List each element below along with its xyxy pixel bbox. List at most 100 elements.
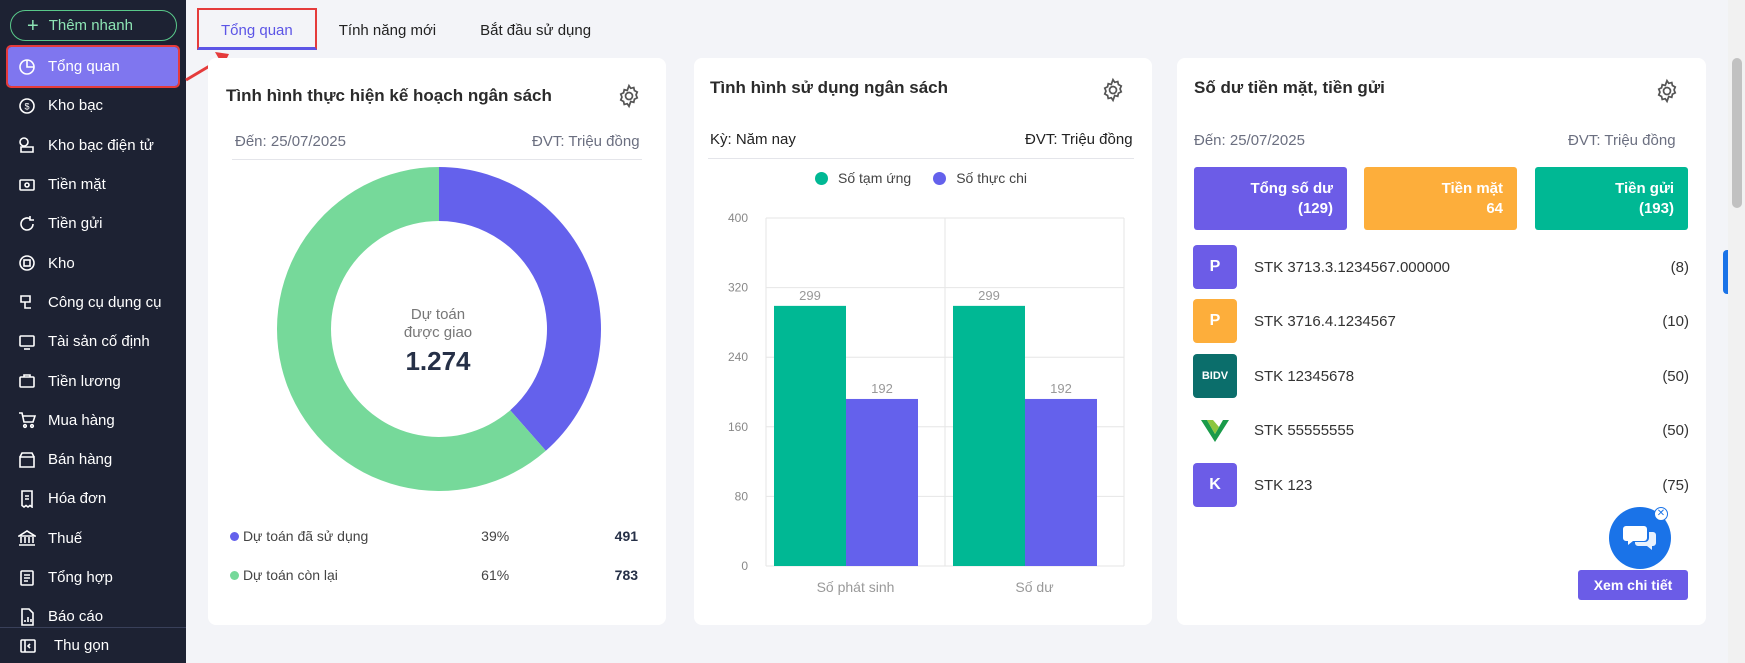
y-tick-label: 0 — [741, 559, 748, 573]
bar-1-1[interactable] — [1025, 398, 1097, 566]
deposit-icon — [18, 215, 36, 233]
legend-remaining: Dự toán còn lại 61% 783 — [230, 567, 638, 583]
plus-icon: + — [27, 14, 39, 37]
account-badge: P — [1193, 299, 1237, 343]
budget-plan-settings-icon[interactable] — [616, 83, 642, 109]
legend-label: Dự toán đã sử dụng — [242, 528, 369, 544]
sidebar-item-tong-quan[interactable]: Tổng quan — [6, 44, 180, 89]
donut-center-value: 1.274 — [405, 346, 471, 376]
budget-usage-settings-icon[interactable] — [1100, 77, 1126, 103]
sidebar-item-label: Tài sản cố định — [48, 333, 150, 351]
account-count: (8) — [1670, 258, 1689, 276]
pie-chart-icon — [18, 58, 36, 76]
sidebar-item-label: Kho bạc — [48, 97, 104, 115]
sidebar-item-mua-hang[interactable]: Mua hàng — [0, 401, 186, 440]
bar-0-0[interactable] — [774, 305, 846, 566]
legend-value: 491 — [614, 528, 639, 544]
stat-label: Tổng số dư — [1250, 180, 1333, 197]
sidebar-item-label: Tổng hợp — [48, 569, 113, 586]
stat-cash[interactable]: Tiền mặt 64 — [1364, 167, 1517, 230]
collapse-sidebar-button[interactable]: Thu gọn — [0, 627, 186, 663]
account-row[interactable]: K STK 123 (75) — [1193, 463, 1689, 507]
sidebar-item-tien-mat[interactable]: Tiền mặt — [0, 165, 186, 204]
sidebar-item-kho-bac[interactable]: $ Kho bạc — [0, 86, 186, 125]
svg-text:$: $ — [24, 101, 29, 111]
legend-percent: 61% — [481, 567, 510, 583]
quick-add-button[interactable]: + Thêm nhanh — [10, 10, 177, 41]
bank-building-icon — [18, 529, 36, 547]
account-row[interactable]: P STK 3713.3.1234567.000000 (8) — [1193, 245, 1689, 289]
stat-value: 64 — [1486, 200, 1503, 217]
donut-center-label-2: được giao — [403, 324, 473, 341]
sidebar-item-thue[interactable]: Thuế — [0, 519, 186, 558]
asset-icon — [18, 333, 36, 351]
chat-icon — [1623, 526, 1656, 550]
account-row[interactable]: P STK 3716.4.1234567 (10) — [1193, 299, 1689, 343]
sidebar-item-cong-cu-dung-cu[interactable]: Công cụ dụng cụ — [0, 283, 186, 322]
divider — [708, 158, 1134, 159]
x-tick-label: Số phát sinh — [817, 579, 895, 595]
y-tick-label: 160 — [728, 420, 748, 434]
stat-label: Tiền mặt — [1441, 180, 1503, 197]
sidebar-item-label: Bán hàng — [48, 451, 113, 469]
stat-total-balance[interactable]: Tổng số dư (129) — [1194, 167, 1347, 230]
sidebar-item-bao-cao[interactable]: Báo cáo — [0, 597, 186, 636]
cart-icon — [18, 411, 36, 429]
tools-icon — [18, 293, 36, 311]
sidebar-item-tien-gui[interactable]: Tiền gửi — [0, 204, 186, 243]
legend-dot — [815, 171, 828, 185]
summary-icon — [18, 569, 36, 587]
cash-balance-unit: ĐVT: Triệu đồng — [1568, 132, 1676, 149]
sidebar-item-hoa-don[interactable]: Hóa đơn — [0, 479, 186, 518]
sidebar-item-ban-hang[interactable]: Bán hàng — [0, 440, 186, 479]
tab-bat-dau-su-dung[interactable]: Bắt đầu sử dụng — [480, 22, 592, 39]
stat-deposit[interactable]: Tiền gửi (193) — [1535, 167, 1688, 230]
cash-balance-settings-icon[interactable] — [1654, 78, 1680, 104]
bidv-logo-icon: BIDV — [1193, 354, 1237, 398]
chat-close-icon[interactable]: ✕ — [1654, 507, 1668, 521]
money-circle-icon: $ — [18, 97, 36, 115]
bar-0-1[interactable] — [953, 305, 1025, 566]
page-scrollbar[interactable] — [1728, 0, 1745, 663]
sidebar-item-label: Kho bạc điện tử — [48, 136, 154, 154]
bar-1-0[interactable] — [846, 398, 918, 566]
legend-dot — [230, 531, 239, 541]
donut-center: Dự toán được giao 1.274 — [338, 306, 538, 377]
sidebar-item-kho[interactable]: Kho — [0, 243, 186, 282]
sidebar-item-tien-luong[interactable]: Tiền lương — [0, 361, 186, 400]
sidebar-item-tong-hop[interactable]: Tổng hợp — [0, 558, 186, 597]
account-name: STK 123 — [1254, 476, 1313, 494]
collapse-label: Thu gọn — [54, 637, 110, 654]
legend-label: Số thực chi — [956, 170, 1028, 186]
sidebar-item-label: Công cụ dụng cụ — [48, 293, 162, 311]
account-badge: K — [1193, 463, 1237, 507]
tab-tong-quan[interactable]: Tổng quan — [197, 8, 317, 50]
collapse-icon — [20, 638, 36, 654]
tab-bar: Tổng quan Tính năng mới Bắt đầu sử dụng — [197, 8, 613, 50]
invoice-icon — [18, 490, 36, 508]
sidebar-item-kho-bac-dien-tu[interactable]: Kho bạc điện tử — [0, 126, 186, 165]
view-detail-button[interactable]: Xem chi tiết — [1578, 570, 1688, 600]
y-tick-label: 80 — [735, 489, 749, 503]
budget-bar-chart: 0 80 160 240 320 400 299 192 Số phát sinh 299 192 S… — [728, 211, 1125, 595]
donut-slice-1[interactable] — [277, 167, 546, 492]
donut-slice-0[interactable] — [439, 167, 601, 451]
sidebar-item-label: Kho — [48, 254, 75, 272]
account-row[interactable]: STK 55555555 (50) — [1193, 408, 1689, 452]
account-row[interactable]: BIDV STK 12345678 (50) — [1193, 354, 1689, 398]
sidebar-item-label: Báo cáo — [48, 608, 104, 626]
legend-used: Dự toán đã sử dụng 39% 491 — [230, 528, 638, 544]
sidebar-item-label: Mua hàng — [48, 411, 115, 429]
stat-value: (129) — [1297, 200, 1333, 217]
legend-advance: Số tạm ứng — [815, 170, 911, 186]
tab-tinh-nang-moi[interactable]: Tính năng mới — [338, 22, 437, 39]
account-name: STK 12345678 — [1254, 367, 1355, 385]
sidebar-item-label: Tiền lương — [48, 372, 121, 390]
legend-label: Dự toán còn lại — [242, 567, 338, 583]
warehouse-icon — [18, 254, 36, 272]
sidebar-item-tai-san-co-dinh[interactable]: Tài sản cố định — [0, 322, 186, 361]
y-tick-label: 320 — [728, 281, 748, 295]
budget-usage-unit: ĐVT: Triệu đồng — [1025, 131, 1133, 148]
vietcombank-logo-icon — [1193, 408, 1237, 452]
scrollbar-thumb[interactable] — [1732, 58, 1742, 208]
